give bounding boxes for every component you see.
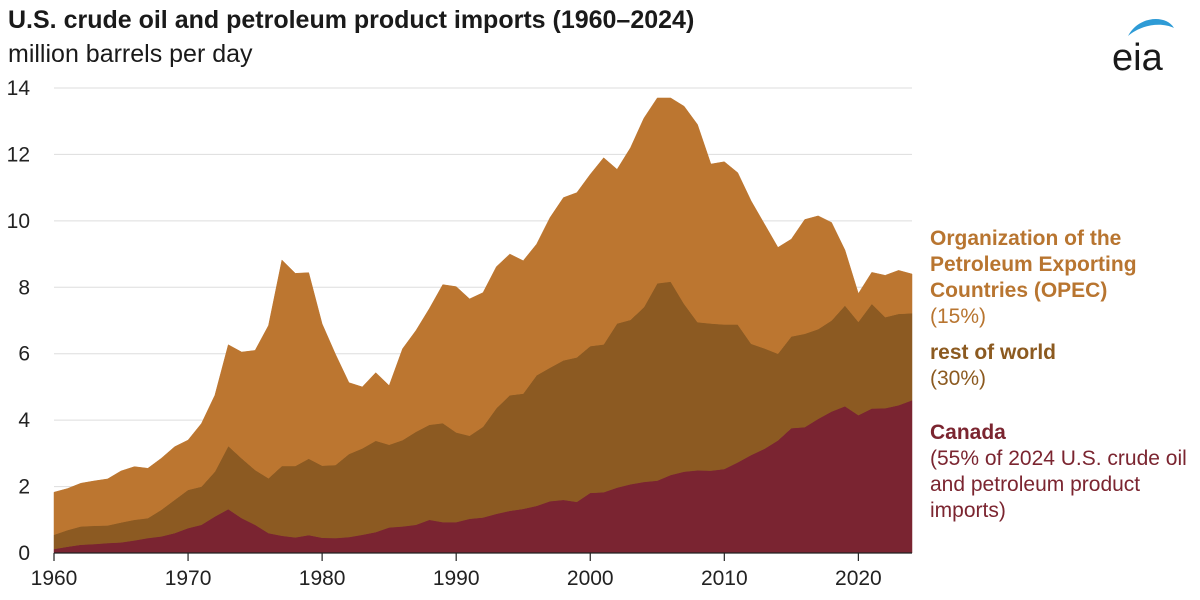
eia-logo: eia (1112, 18, 1174, 78)
legend-row-pct: (30%) (930, 367, 987, 390)
eia-logo-swoosh-icon (1128, 18, 1174, 36)
legend-rest-of-world: rest of world (30%) (930, 340, 1056, 392)
x-tick-label: 2020 (835, 567, 882, 590)
chart-subtitle: million barrels per day (8, 40, 253, 68)
x-tick-label: 2010 (701, 567, 748, 590)
legend-canada-name: Canada (930, 421, 1006, 444)
y-tick-label: 12 (7, 143, 30, 166)
legend-canada-pct: (55% of 2024 U.S. crude oil and petroleu… (930, 447, 1187, 522)
legend-row-name: rest of world (930, 341, 1057, 364)
y-tick-label: 8 (18, 276, 30, 299)
x-tick-label: 1970 (165, 567, 212, 590)
x-axis: 1960 1970 1980 1990 2000 2010 2020 (31, 552, 912, 590)
x-tick-label: 1980 (299, 567, 346, 590)
eia-logo-text: eia (1112, 37, 1164, 78)
area-opec (53, 97, 913, 536)
y-tick-label: 4 (18, 409, 30, 432)
y-tick-label: 0 (18, 542, 30, 565)
y-axis: 0 2 4 6 8 10 12 14 (7, 77, 31, 565)
y-tick-label: 10 (7, 210, 30, 233)
x-tick-label: 2000 (567, 567, 614, 590)
y-tick-label: 14 (7, 77, 31, 100)
legend-opec: Organization of the Petroleum Exporting … (930, 226, 1190, 330)
y-tick-label: 6 (18, 343, 30, 366)
stacked-areas (53, 97, 913, 554)
chart-title: U.S. crude oil and petroleum product imp… (8, 6, 695, 34)
legend-canada: Canada (55% of 2024 U.S. crude oil and p… (930, 420, 1195, 524)
legend-opec-pct: (15%) (930, 305, 987, 328)
x-tick-label: 1960 (31, 567, 78, 590)
legend-opec-name: Organization of the Petroleum Exporting … (930, 227, 1137, 302)
x-tick-label: 1990 (433, 567, 480, 590)
y-tick-label: 2 (18, 476, 30, 499)
